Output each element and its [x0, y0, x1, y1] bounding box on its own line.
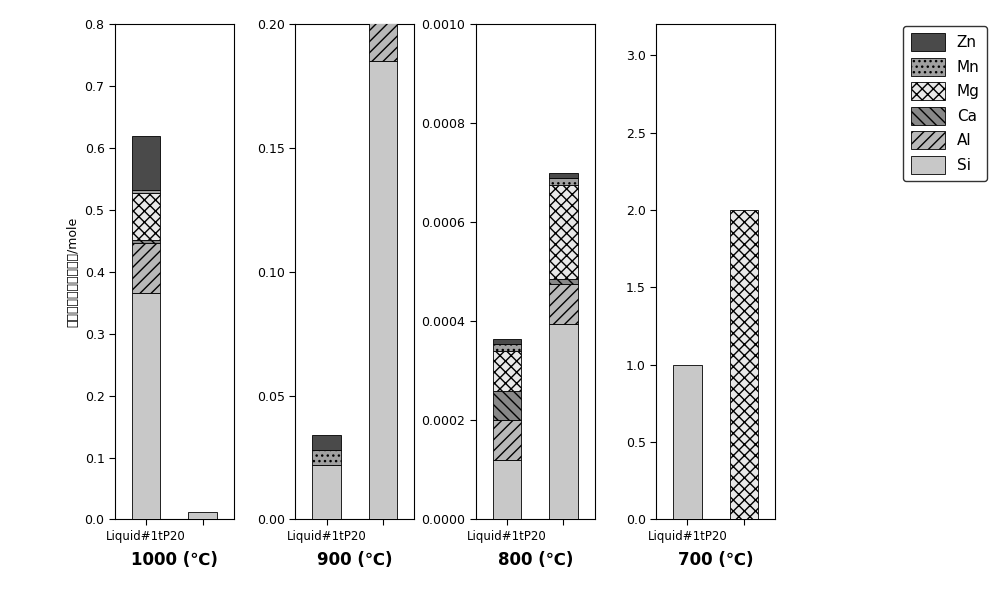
Bar — [369, 0, 397, 62]
Bar — [312, 435, 341, 450]
Legend: Zn, Mn, Mg, Ca, Al, Si: Zn, Mn, Mg, Ca, Al, Si — [903, 26, 987, 181]
X-axis label: 900 (℃): 900 (℃) — [317, 551, 393, 569]
Bar — [549, 178, 578, 185]
Bar — [493, 460, 521, 519]
Bar — [549, 173, 578, 178]
Bar — [132, 135, 160, 190]
Bar — [312, 450, 341, 465]
X-axis label: 800 (℃): 800 (℃) — [498, 551, 573, 569]
Bar — [493, 391, 521, 420]
Bar — [549, 185, 578, 279]
Bar — [493, 351, 521, 391]
Bar — [549, 324, 578, 519]
Bar — [673, 365, 702, 519]
Bar — [188, 512, 217, 519]
Bar — [549, 279, 578, 284]
Bar — [549, 284, 578, 324]
Bar — [730, 210, 758, 519]
Bar — [132, 240, 160, 243]
Bar — [493, 339, 521, 344]
X-axis label: 1000 (℃): 1000 (℃) — [131, 551, 218, 569]
Y-axis label: 冷凝物质的组成与含量/mole: 冷凝物质的组成与含量/mole — [66, 217, 79, 327]
Bar — [369, 62, 397, 519]
Bar — [493, 420, 521, 460]
Bar — [132, 294, 160, 519]
Bar — [132, 190, 160, 193]
Bar — [493, 344, 521, 351]
X-axis label: 700 (℃): 700 (℃) — [678, 551, 753, 569]
Bar — [312, 465, 341, 519]
Bar — [132, 243, 160, 294]
Bar — [132, 193, 160, 240]
